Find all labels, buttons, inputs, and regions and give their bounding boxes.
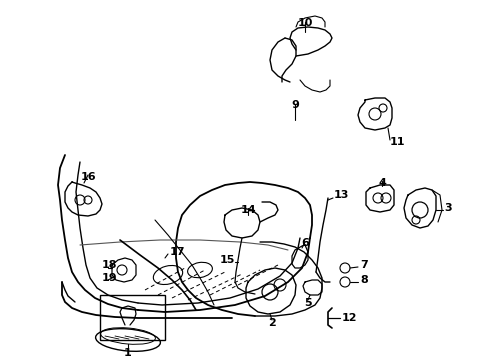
- Text: 5: 5: [304, 298, 312, 308]
- Text: 18: 18: [102, 260, 118, 270]
- Text: 14: 14: [240, 205, 256, 215]
- Text: 4: 4: [378, 178, 386, 188]
- Text: 8: 8: [360, 275, 368, 285]
- Text: 9: 9: [291, 100, 299, 110]
- Text: 7: 7: [360, 260, 368, 270]
- Text: 3: 3: [444, 203, 452, 213]
- Text: 11: 11: [390, 137, 406, 147]
- Text: 10: 10: [297, 18, 313, 28]
- Text: 1: 1: [124, 348, 132, 358]
- Text: 16: 16: [80, 172, 96, 182]
- Text: 6: 6: [301, 238, 309, 248]
- Text: 19: 19: [102, 273, 118, 283]
- Text: 15: 15: [220, 255, 235, 265]
- Text: 13: 13: [334, 190, 349, 200]
- Text: 2: 2: [268, 318, 276, 328]
- Text: 12: 12: [342, 313, 358, 323]
- Text: 17: 17: [170, 247, 186, 257]
- Bar: [100, 295, 165, 340]
